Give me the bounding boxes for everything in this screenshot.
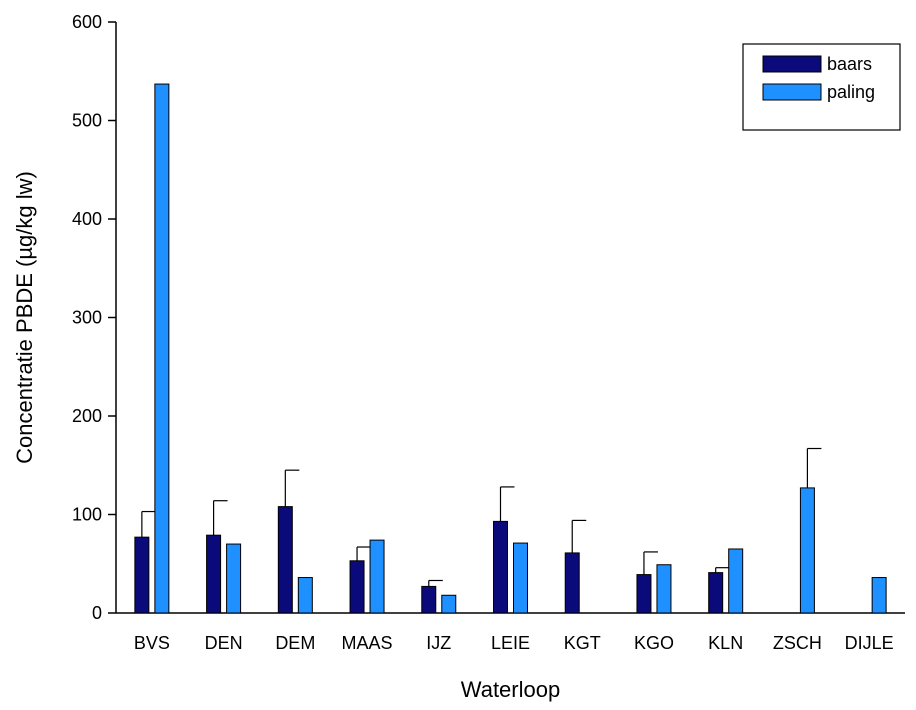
bar-paling — [154, 83, 170, 614]
bar-paling — [656, 564, 672, 614]
y-tick-label: 300 — [72, 308, 102, 328]
x-tick-label: IJZ — [426, 633, 451, 653]
y-tick-label: 100 — [72, 505, 102, 525]
x-tick-labels: BVS DEN DEM MAAS IJZ LEIE KGT KGO KLN ZSCH DIJLE — [134, 633, 894, 653]
x-tick-label: KLN — [708, 633, 743, 653]
x-tick-label: MAAS — [342, 633, 393, 653]
bar-baars — [493, 520, 508, 614]
legend-label-baars: baars — [827, 54, 872, 74]
legend-label-paling: paling — [827, 82, 875, 102]
bar-baars — [349, 560, 365, 614]
y-tick-label: 600 — [72, 12, 102, 32]
y-tick-label: 0 — [92, 603, 102, 623]
bar-paling — [297, 577, 313, 614]
bar-baars — [636, 574, 652, 614]
bar-paling — [871, 577, 887, 614]
x-tick-label: DIJLE — [845, 633, 894, 653]
x-tick-label: BVS — [134, 633, 170, 653]
bar-baars — [564, 552, 580, 614]
legend-swatch-paling — [762, 83, 822, 101]
bar-baars — [206, 534, 222, 614]
bar-paling — [369, 539, 385, 614]
bar-baars — [421, 585, 437, 614]
x-tick-label: DEN — [205, 633, 243, 653]
x-axis-title: Waterloop — [461, 677, 560, 702]
x-tick-label: LEIE — [491, 633, 530, 653]
y-tick-label: 500 — [72, 111, 102, 131]
legend-swatch-baars — [762, 55, 822, 73]
x-tick-label: ZSCH — [773, 633, 822, 653]
bar-baars — [134, 536, 150, 614]
bar-baars — [708, 572, 724, 614]
bar-paling — [728, 548, 744, 614]
bar-paling — [441, 594, 457, 614]
x-tick-label: DEM — [275, 633, 315, 653]
x-tick-label: KGO — [634, 633, 674, 653]
y-ticks: 0 100 200 300 400 500 600 — [72, 12, 116, 623]
bar-paling — [226, 543, 242, 614]
bar-paling — [799, 487, 815, 614]
y-tick-label: 400 — [72, 209, 102, 229]
bar-baars — [277, 506, 293, 614]
legend: baars paling — [742, 43, 901, 131]
x-tick-label: KGT — [564, 633, 601, 653]
y-tick-label: 200 — [72, 406, 102, 426]
bars — [134, 83, 887, 614]
bar-paling — [513, 542, 528, 614]
y-axis-title: Concentratie PBDE (µg/kg lw) — [12, 171, 37, 464]
